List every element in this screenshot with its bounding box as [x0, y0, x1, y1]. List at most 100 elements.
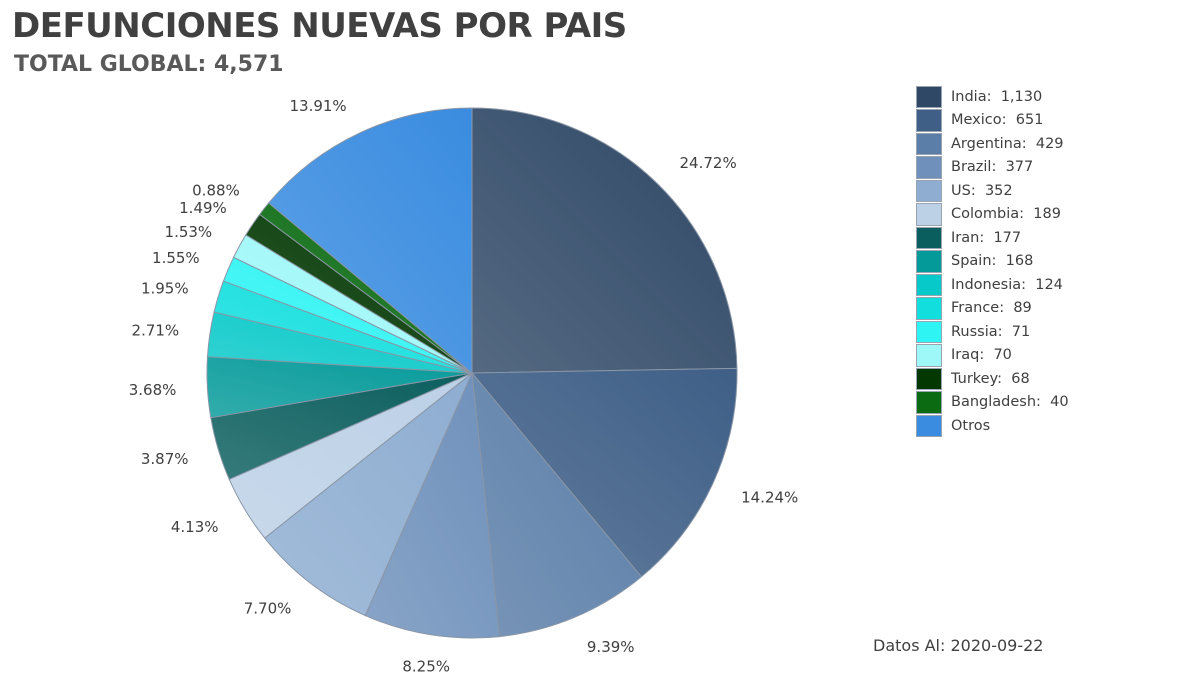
percent-label-argentina: 9.39% — [587, 638, 635, 656]
legend-country: Iraq — [951, 347, 980, 364]
legend-country: France — [951, 300, 1000, 317]
chart-title: DEFUNCIONES NUEVAS POR PAIS — [12, 6, 627, 46]
legend-swatch — [916, 367, 942, 390]
legend-value: 68 — [1011, 370, 1030, 387]
percent-label-mexico: 14.24% — [741, 488, 798, 506]
legend-label: Iran: 177 — [951, 229, 1022, 246]
legend-country: Spain — [951, 253, 992, 270]
legend-country: Russia — [951, 323, 998, 340]
legend-item-bangladesh: Bangladesh: 40 — [916, 391, 1069, 415]
legend-swatch — [916, 273, 942, 296]
percent-label-iran: 3.87% — [141, 450, 189, 468]
percent-label-russia: 1.55% — [152, 249, 200, 267]
percent-label-india: 24.72% — [680, 154, 737, 172]
legend-label: Spain: 168 — [951, 253, 1034, 270]
legend-label: Mexico: 651 — [951, 112, 1044, 129]
legend-item-spain: Spain: 168 — [916, 250, 1069, 274]
legend-item-india: India: 1,130 — [916, 85, 1069, 109]
percent-label-spain: 3.68% — [129, 381, 177, 399]
legend-value: 177 — [993, 229, 1022, 246]
data-date-footnote: Datos Al: 2020-09-22 — [873, 636, 1044, 655]
legend-swatch — [916, 344, 942, 367]
legend-swatch — [916, 85, 942, 108]
percent-label-indonesia: 2.71% — [132, 322, 180, 340]
percent-label-bangladesh: 0.88% — [192, 181, 240, 199]
legend-country: India — [951, 88, 987, 105]
legend-value: 189 — [1033, 206, 1061, 223]
legend-value: 40 — [1050, 394, 1069, 411]
legend-label: Colombia: 189 — [951, 206, 1061, 223]
legend-label: India: 1,130 — [951, 88, 1043, 105]
legend-item-mexico: Mexico: 651 — [916, 109, 1069, 133]
legend-item-us: US: 352 — [916, 179, 1069, 203]
percent-label-france: 1.95% — [141, 280, 189, 298]
legend-value: 651 — [1015, 112, 1044, 129]
legend-country: Colombia — [951, 206, 1020, 223]
legend-value: 352 — [984, 182, 1013, 199]
legend-item-iran: Iran: 177 — [916, 226, 1069, 250]
legend-label: Indonesia: 124 — [951, 276, 1063, 293]
pie-slice-us — [263, 372, 473, 617]
legend-label: US: 352 — [951, 182, 1013, 199]
chart-legend: India: 1,130 Mexico: 651 Argentina: 429 Bra… — [916, 85, 1069, 438]
legend-country: Indonesia — [951, 276, 1022, 293]
legend-value: 377 — [1005, 159, 1034, 176]
legend-label: Otros — [951, 418, 990, 434]
legend-item-indonesia: Indonesia: 124 — [916, 273, 1069, 297]
legend-label: Turkey: 68 — [951, 370, 1030, 387]
percent-label-brazil: 8.25% — [402, 657, 450, 675]
legend-item-otros: Otros — [916, 414, 1069, 438]
percent-label-iraq: 1.53% — [165, 223, 213, 241]
legend-country: US — [951, 182, 971, 199]
legend-swatch — [916, 226, 942, 249]
legend-swatch — [916, 320, 942, 343]
percent-label-otros: 13.91% — [289, 97, 346, 115]
legend-label: Brazil: 377 — [951, 159, 1034, 176]
legend-swatch — [916, 203, 942, 226]
pie-slice-argentina — [471, 371, 643, 638]
percent-label-colombia: 4.13% — [171, 518, 219, 536]
pie-slice-india — [471, 107, 738, 374]
legend-country: Turkey — [951, 370, 998, 387]
legend-swatch — [916, 391, 942, 414]
legend-item-iraq: Iraq: 70 — [916, 344, 1069, 368]
pie-slice-brazil — [364, 371, 501, 639]
pie-slice-mexico — [470, 367, 738, 578]
legend-value: 71 — [1011, 323, 1031, 340]
percent-label-turkey: 1.49% — [179, 199, 227, 217]
legend-country: Bangladesh — [951, 394, 1037, 411]
legend-swatch — [916, 250, 942, 273]
legend-label: Iraq: 70 — [951, 347, 1012, 364]
legend-item-colombia: Colombia: 189 — [916, 203, 1069, 227]
legend-value: 124 — [1035, 276, 1063, 293]
legend-country: Mexico — [951, 112, 1002, 129]
legend-country: Argentina — [951, 135, 1022, 152]
legend-value: 1,130 — [1000, 88, 1043, 105]
legend-value: 70 — [993, 347, 1012, 364]
chart-subtitle: TOTAL GLOBAL: 4,571 — [14, 52, 284, 77]
legend-label: Argentina: 429 — [951, 135, 1064, 152]
legend-value: 168 — [1005, 253, 1034, 270]
legend-label: Bangladesh: 40 — [951, 394, 1069, 411]
legend-swatch — [916, 414, 942, 437]
legend-item-brazil: Brazil: 377 — [916, 156, 1069, 180]
legend-swatch — [916, 132, 942, 155]
legend-country: Iran — [951, 229, 980, 246]
legend-value: 429 — [1035, 135, 1064, 152]
percent-label-us: 7.70% — [244, 600, 292, 618]
legend-label: France: 89 — [951, 300, 1032, 317]
legend-label: Russia: 71 — [951, 323, 1031, 340]
legend-item-turkey: Turkey: 68 — [916, 367, 1069, 391]
legend-swatch — [916, 179, 942, 202]
legend-swatch — [916, 156, 942, 179]
legend-value: 89 — [1013, 300, 1032, 317]
legend-item-france: France: 89 — [916, 297, 1069, 321]
pie-slice-otros — [268, 107, 473, 375]
legend-item-russia: Russia: 71 — [916, 320, 1069, 344]
legend-country: Otros — [951, 417, 991, 434]
legend-item-argentina: Argentina: 429 — [916, 132, 1069, 156]
legend-swatch — [916, 109, 942, 132]
legend-swatch — [916, 297, 942, 320]
legend-country: Brazil — [951, 159, 992, 176]
